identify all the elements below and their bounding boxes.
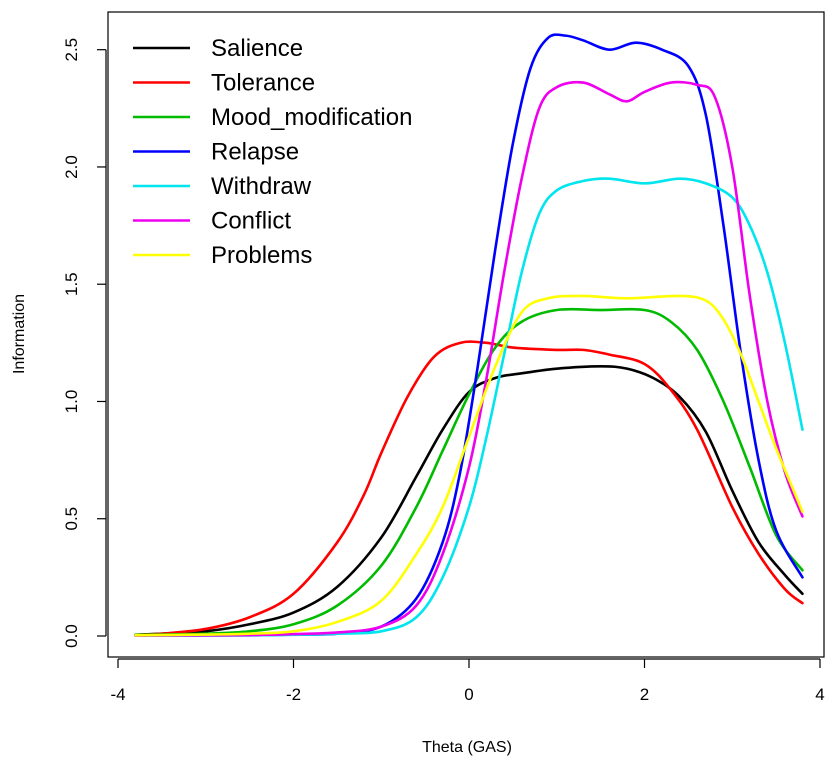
y-tick-label: 2.0: [62, 155, 81, 179]
y-tick-label: 0.5: [62, 507, 81, 531]
series-line-withdraw: [134, 177, 804, 637]
legend-label: Salience: [211, 35, 303, 62]
legend-label: Withdraw: [211, 173, 312, 200]
x-tick-label: -2: [286, 685, 301, 704]
legend-label: Problems: [211, 242, 312, 269]
legend-label: Tolerance: [211, 70, 315, 97]
y-axis: 0.0 0.5 1.0 1.5 2.0 2.5: [62, 38, 107, 648]
x-tick-label: -4: [110, 685, 125, 704]
legend-label: Mood_modification: [211, 104, 412, 131]
y-tick-label: 2.5: [62, 38, 81, 62]
x-tick-label: 4: [815, 685, 824, 704]
y-tick-label: 0.0: [62, 624, 81, 648]
plot-frame: [107, 11, 825, 658]
x-tick-label: 2: [640, 685, 649, 704]
y-tick-label: 1.5: [62, 272, 81, 296]
x-tick-label: 0: [464, 685, 473, 704]
x-axis-label: Theta (GAS): [422, 739, 512, 756]
y-axis-label: Information: [11, 294, 28, 374]
series-line-salience: [134, 365, 804, 637]
series-line-problems: [134, 294, 804, 637]
legend-label: Relapse: [211, 139, 299, 166]
series-line-conflict: [134, 80, 804, 637]
x-axis: -4 -2 0 2 4: [110, 658, 825, 704]
legend: Salience Tolerance Mood_modification Relaps…: [133, 35, 412, 269]
legend-label: Conflict: [211, 208, 291, 235]
series-line-tolerance: [134, 340, 804, 637]
y-tick-label: 1.0: [62, 390, 81, 414]
series-layer: [134, 33, 804, 637]
